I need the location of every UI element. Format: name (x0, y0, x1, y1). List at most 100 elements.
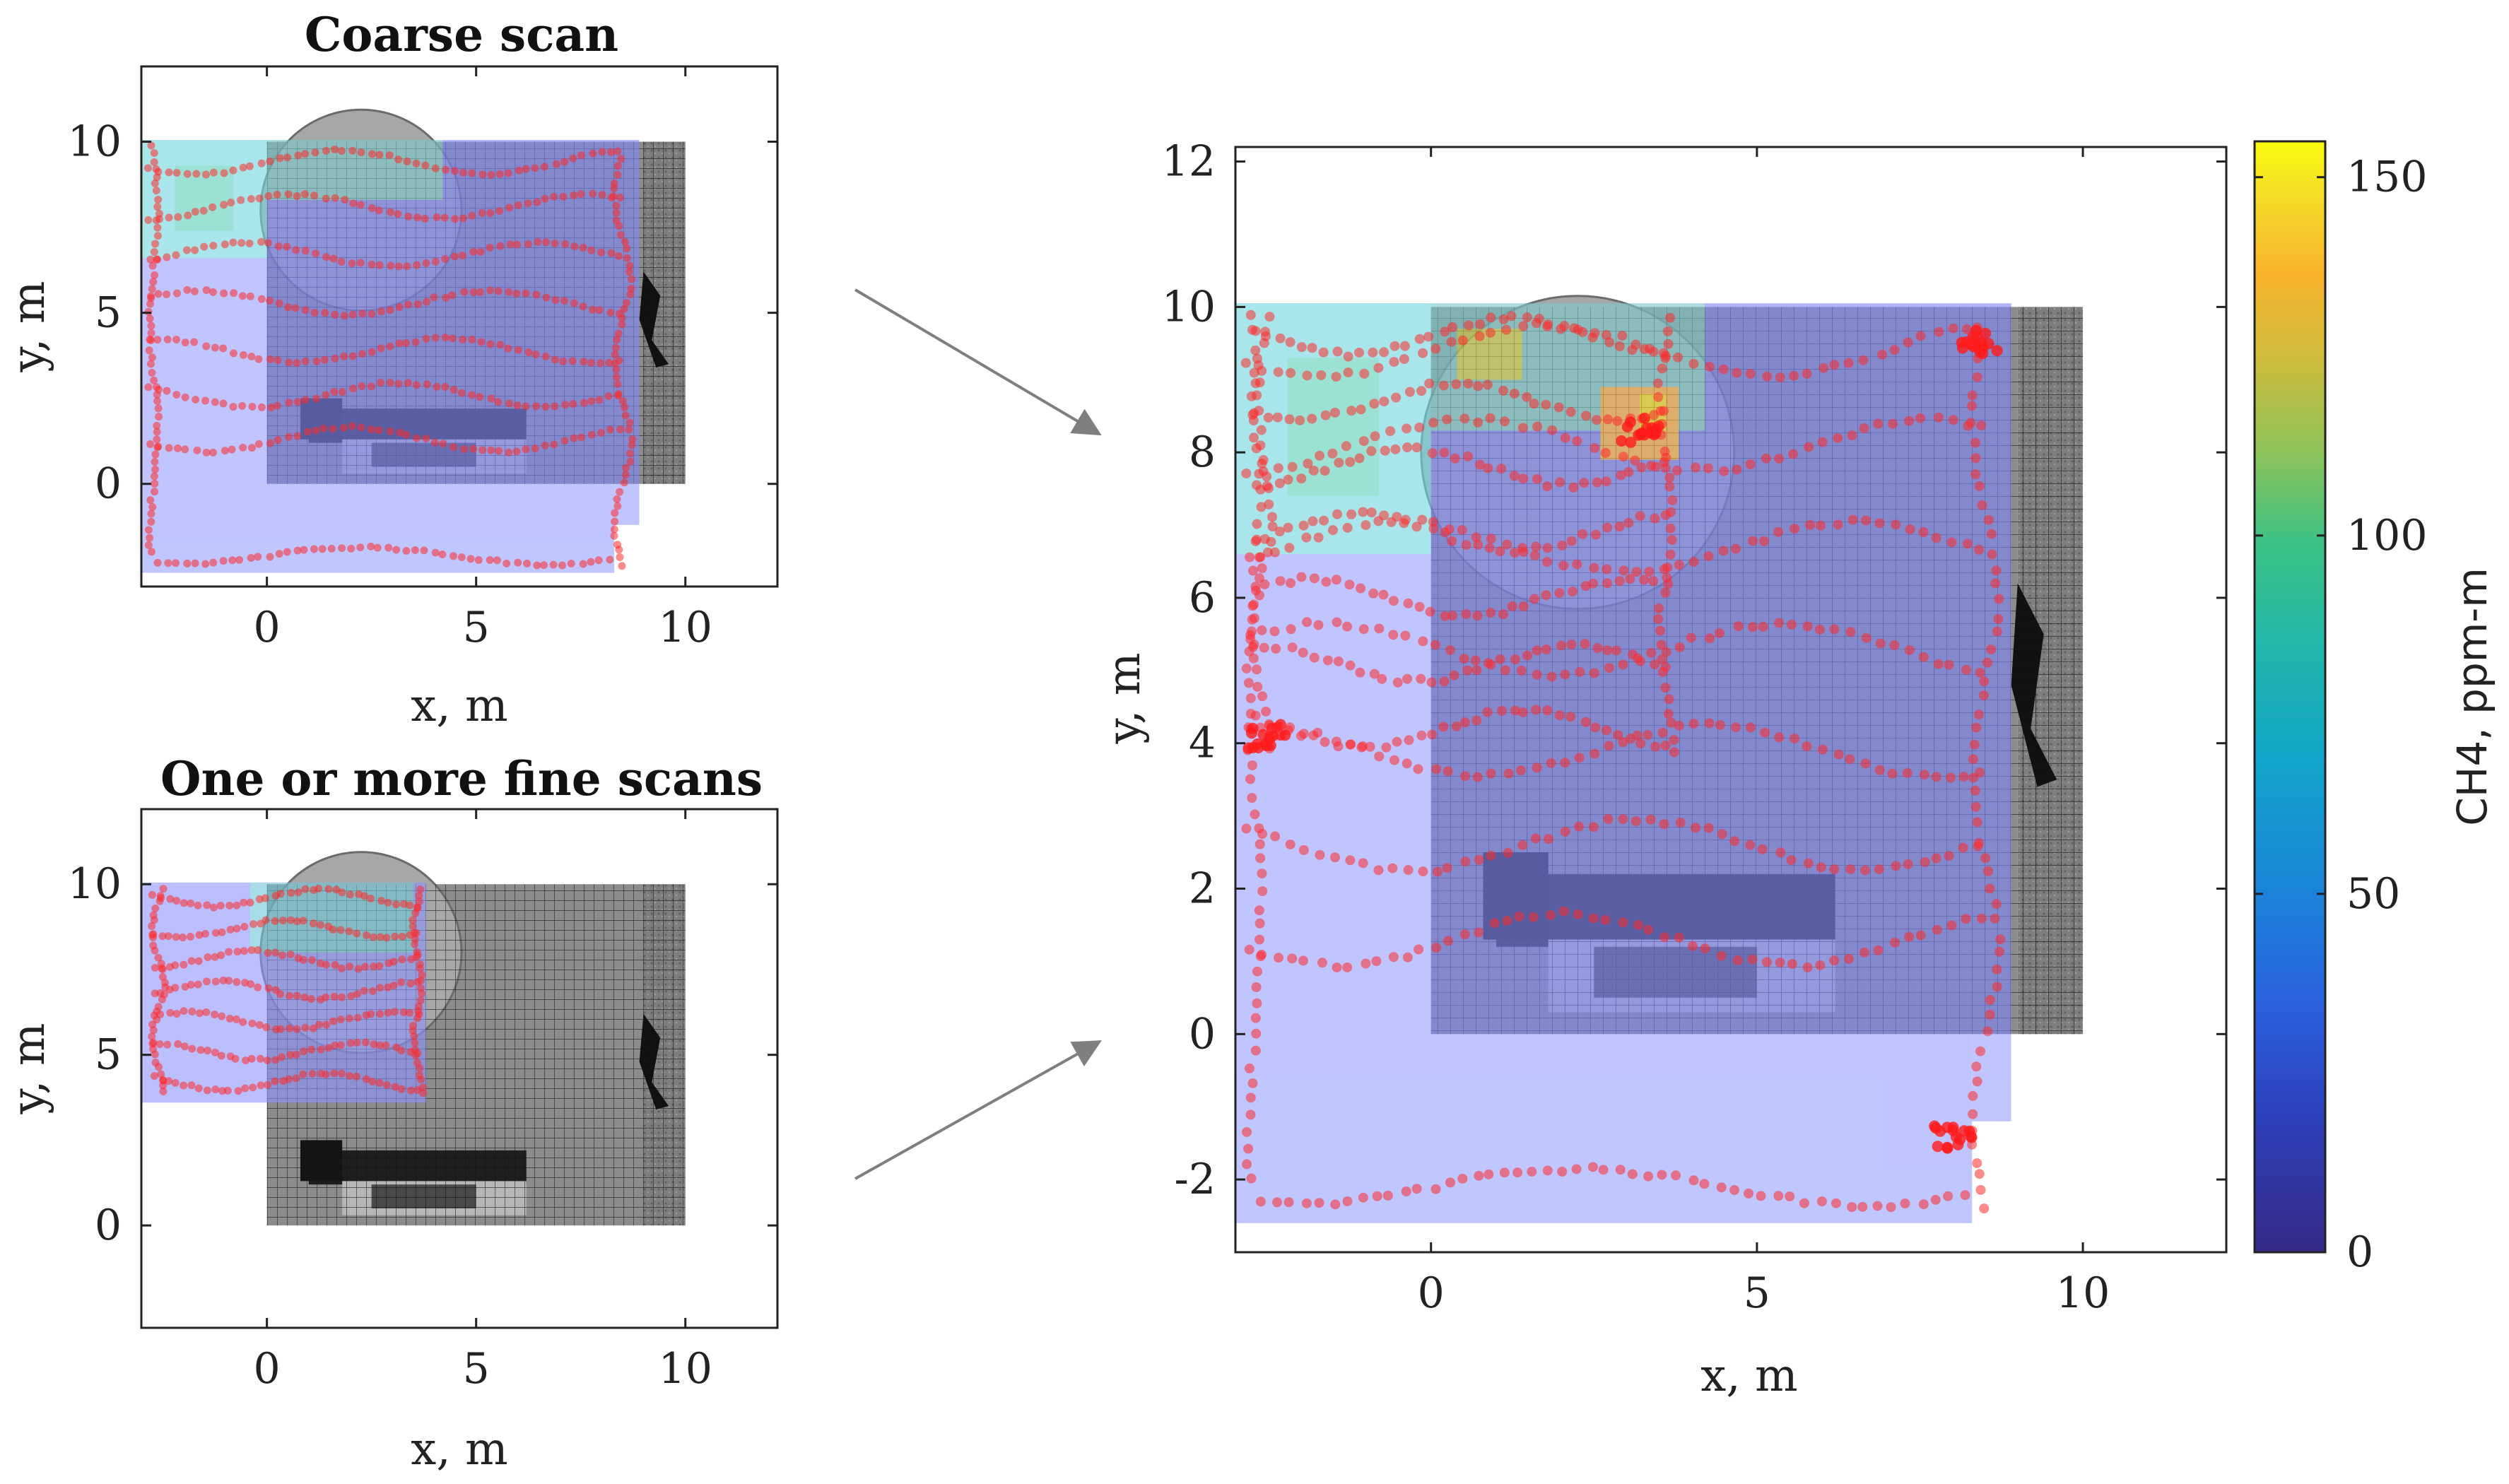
path-point (1845, 864, 1856, 874)
path-point (180, 899, 188, 907)
path-point (1495, 654, 1505, 664)
path-point (1968, 754, 1978, 765)
path-point (1983, 514, 1994, 525)
path-point (226, 925, 235, 934)
path-point (275, 299, 283, 307)
path-point (1250, 1013, 1261, 1023)
path-point (1314, 450, 1324, 461)
path-point (1414, 422, 1425, 432)
path-point (1241, 663, 1252, 673)
path-point (148, 1032, 156, 1041)
path-point (1483, 1169, 1494, 1179)
path-point (249, 1083, 257, 1092)
path-point (1462, 665, 1473, 676)
path-point (1262, 547, 1273, 558)
path-point (1730, 543, 1741, 554)
path-point (1714, 628, 1724, 638)
path-point (1254, 905, 1264, 916)
path-point (1618, 565, 1629, 576)
path-point (1829, 360, 1840, 370)
path-point (1665, 523, 1676, 534)
path-point (209, 168, 218, 177)
concentration-overlay (141, 140, 640, 573)
path-point (1331, 575, 1341, 585)
path-point (416, 960, 424, 969)
path-point (625, 268, 633, 276)
path-point (1370, 431, 1380, 442)
path-point (597, 248, 606, 257)
path-point (1286, 624, 1296, 635)
measurement-path (143, 141, 637, 570)
path-point (322, 1070, 330, 1078)
path-point (1283, 1197, 1294, 1208)
path-point (340, 312, 348, 320)
path-point (570, 242, 579, 251)
path-point (460, 288, 469, 296)
path-point (1861, 515, 1872, 526)
path-point (416, 984, 425, 992)
path-point (1463, 378, 1474, 389)
path-point (204, 1047, 212, 1055)
path-point (266, 297, 274, 305)
path-point (187, 932, 195, 941)
path-point (542, 293, 551, 302)
path-point (239, 351, 247, 359)
path-point (1263, 412, 1274, 423)
path-point (1887, 768, 1898, 779)
path-point (188, 1007, 196, 1015)
path-point (1971, 1061, 1982, 1072)
path-point (1546, 758, 1556, 768)
path-point (153, 232, 162, 240)
path-point (346, 1039, 355, 1047)
path-point (322, 391, 330, 399)
path-point (1330, 1199, 1341, 1210)
path-point (610, 525, 618, 534)
path-point (146, 360, 155, 368)
path-point (1483, 463, 1493, 473)
path-point (285, 432, 293, 441)
path-point (291, 304, 300, 312)
path-point (1664, 481, 1675, 492)
path-point (1614, 522, 1625, 532)
path-point (1986, 529, 1997, 539)
path-point (442, 165, 450, 174)
path-point (1873, 945, 1884, 955)
path-point (412, 159, 421, 167)
path-point (153, 223, 162, 232)
path-point (337, 147, 346, 155)
path-point (1440, 326, 1450, 337)
path-point (469, 247, 478, 256)
path-point (240, 922, 249, 931)
path-point (1503, 768, 1514, 779)
path-point (1346, 739, 1356, 750)
path-point (1474, 854, 1484, 865)
path-point (1968, 1090, 1978, 1101)
path-point (613, 162, 622, 170)
colorbar-label: CH4, ppm-m (2448, 567, 2496, 825)
path-point (1900, 1199, 1910, 1209)
path-point (312, 357, 321, 365)
path-point (156, 892, 165, 900)
path-point (1522, 312, 1532, 323)
x-tick-label: 0 (254, 1344, 281, 1394)
path-point (628, 435, 637, 444)
path-point (1256, 425, 1267, 435)
path-point (1245, 693, 1256, 704)
path-point (172, 933, 180, 941)
path-point (1971, 722, 1982, 733)
path-point (1369, 669, 1380, 679)
path-point (163, 387, 171, 395)
path-point (149, 1038, 158, 1047)
path-point (315, 884, 323, 893)
path-point (449, 386, 458, 394)
path-point (587, 558, 595, 566)
path-point (348, 422, 356, 430)
path-point (1426, 677, 1437, 688)
path-point (1571, 1164, 1582, 1174)
path-point (146, 255, 155, 264)
path-point (191, 246, 199, 254)
path-point (606, 148, 615, 156)
path-point (171, 984, 180, 992)
path-point (1402, 442, 1413, 453)
path-point (1760, 727, 1770, 738)
